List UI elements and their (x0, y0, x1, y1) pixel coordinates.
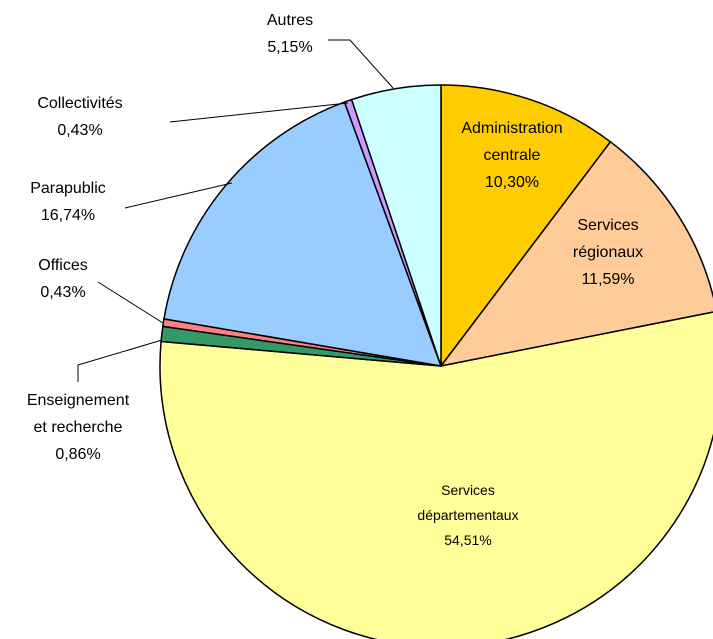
label-line: centrale (484, 147, 541, 164)
label-line: Collectivités (37, 95, 122, 112)
value-label: 5,15% (267, 39, 312, 56)
pie-slice (159, 311, 713, 639)
slice-label: Parapublic (30, 180, 106, 197)
label-line: Autres (267, 12, 313, 29)
leader-line (124, 182, 233, 209)
slice-label: Autres (267, 12, 313, 29)
value-label: 0,86% (55, 446, 100, 463)
leader-line (97, 281, 164, 324)
pie-slice (439, 140, 713, 368)
slice-label: Enseignement et recherche (27, 392, 130, 436)
slice-label: Services régionaux (573, 217, 643, 261)
label-line: Parapublic (30, 180, 106, 197)
value-label: 11,59% (581, 271, 634, 288)
leader-line (77, 339, 163, 382)
value-label: 10,30% (485, 174, 539, 191)
pie-slice (440, 84, 612, 369)
label-line: Offices (38, 257, 88, 274)
label-line: Services (577, 217, 638, 234)
value-label: 0,43% (57, 122, 102, 139)
slice-label: Collectivités (37, 95, 122, 112)
slice-label: Offices (38, 257, 88, 274)
label-line: départementaux (417, 507, 518, 523)
label-line: Administration (461, 120, 562, 137)
value-label: 0,43% (40, 284, 85, 301)
pie-slice (163, 101, 443, 367)
pie-slice (350, 84, 442, 367)
slice-label: Administration centrale (461, 120, 562, 164)
leader-line (328, 39, 394, 89)
label-line: Services (441, 482, 495, 498)
label-line: et recherche (34, 419, 123, 436)
label-line: régionaux (573, 244, 643, 261)
label-line: Enseignement (27, 392, 130, 409)
value-label: 16,74% (41, 207, 95, 224)
value-label: 54,51% (444, 532, 491, 548)
slice-label: Services départementaux (417, 482, 518, 523)
leader-line (169, 102, 349, 123)
